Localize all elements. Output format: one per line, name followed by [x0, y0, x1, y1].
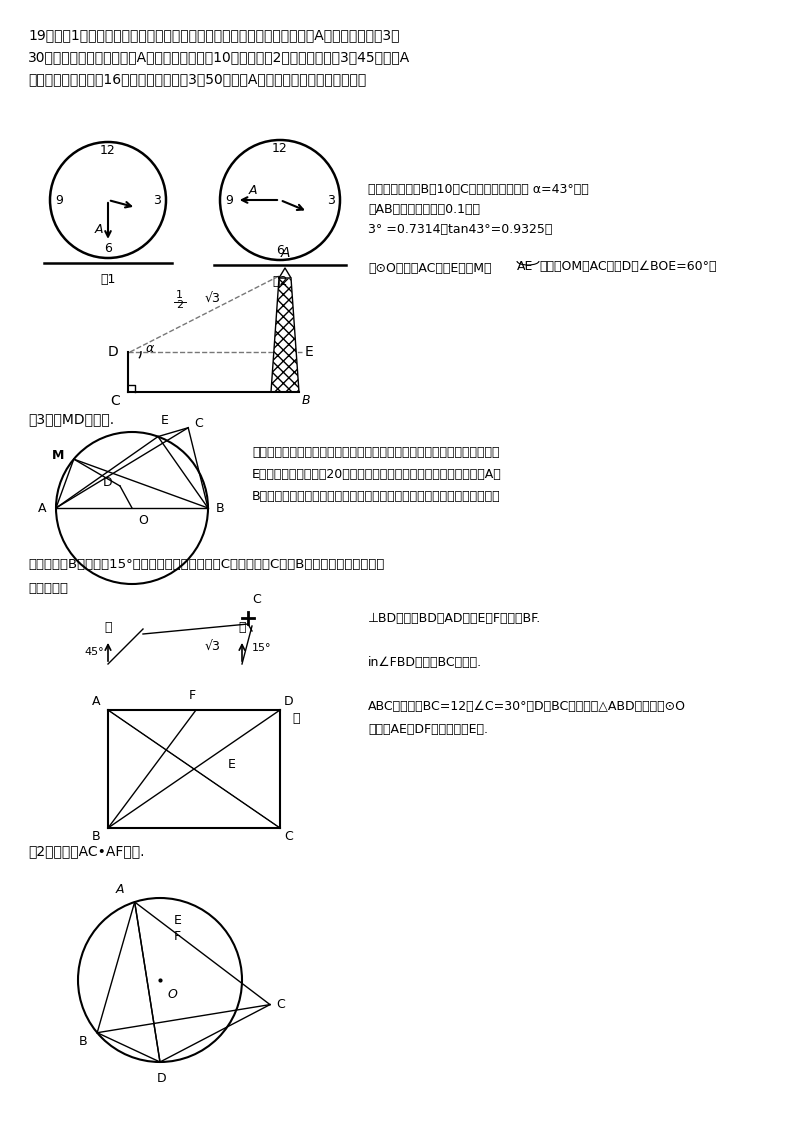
Text: 6: 6 — [104, 242, 112, 256]
Text: ABC中，斜边BC=12，∠C=30°，D为BC的中点，△ABD的外接圆⊙O: ABC中，斜边BC=12，∠C=30°，D为BC的中点，△ABD的外接圆⊙O — [368, 700, 686, 713]
Text: √3: √3 — [205, 640, 221, 652]
Text: in∠FBD的值及BC的长度.: in∠FBD的值及BC的长度. — [368, 657, 482, 669]
Text: 9: 9 — [55, 194, 63, 206]
Text: 图1: 图1 — [100, 273, 116, 286]
Text: M: M — [51, 448, 64, 462]
Text: E: E — [305, 345, 314, 359]
Text: 的⊙O交线段AC于点E，点M是: 的⊙O交线段AC于点E，点M是 — [368, 261, 491, 275]
Text: E: E — [161, 413, 169, 427]
Text: A: A — [116, 883, 125, 897]
Text: C: C — [252, 593, 261, 606]
Text: √3: √3 — [205, 292, 221, 305]
Text: C: C — [276, 998, 285, 1011]
Text: B巡航管理．如图，某日在我国钓鱼岛附近海域有两艘自西向东航行的海监: B巡航管理．如图，某日在我国钓鱼岛附近海域有两艘自西向东航行的海监 — [252, 490, 501, 503]
Text: A: A — [249, 183, 258, 197]
Text: 的切线AE交DF的延长线于E点.: 的切线AE交DF的延长线于E点. — [368, 723, 488, 736]
Text: 3° =0.7314，tan43°=0.9325）: 3° =0.7314，tan43°=0.9325） — [368, 223, 552, 235]
Text: ⊥BD分别交BD、AD于点E、F，连接BF.: ⊥BD分别交BD、AD于点E、F，连接BF. — [368, 612, 542, 625]
Text: D: D — [157, 1072, 167, 1084]
Text: C: C — [194, 418, 203, 430]
Text: 东: 东 — [292, 712, 299, 724]
Text: A: A — [94, 223, 103, 237]
Text: E: E — [174, 914, 182, 926]
Text: 2: 2 — [176, 300, 183, 309]
Text: 15°: 15° — [252, 643, 272, 653]
Text: E: E — [228, 758, 236, 771]
Text: 9: 9 — [225, 194, 233, 206]
Text: 知AB的高．（精确到0.1米）: 知AB的高．（精确到0.1米） — [368, 203, 480, 216]
Text: （3）求MD的长度.: （3）求MD的长度. — [28, 412, 114, 426]
Polygon shape — [279, 268, 291, 278]
Text: 点距离桌面的高度为16公分，则钟面显示3点50分时，A点距桌面的高度为多少公分？: 点距离桌面的高度为16公分，则钟面显示3点50分时，A点距桌面的高度为多少公分？ — [28, 72, 366, 86]
Text: 45°: 45° — [84, 648, 104, 657]
Text: D: D — [284, 695, 294, 708]
Text: 19．如图1表示一个时钟的钟面垂直固定与水平桌面上，其中分针上有一点A，且当钟面显示3点: 19．如图1表示一个时钟的钟面垂直固定与水平桌面上，其中分针上有一点A，且当钟面… — [28, 28, 399, 42]
Text: α: α — [146, 343, 154, 355]
Text: 6: 6 — [276, 245, 284, 257]
Text: D: D — [107, 345, 118, 359]
Text: O: O — [138, 514, 148, 528]
Text: （2）计算：AC•AF的值.: （2）计算：AC•AF的值. — [28, 844, 145, 858]
Text: 1: 1 — [176, 290, 183, 300]
Text: C: C — [284, 830, 293, 843]
Text: 30分时，分针垂直与桌面，A点距桌面的高度为10公分．如图2，若此钟面显示3点45分时，A: 30分时，分针垂直与桌面，A点距桌面的高度为10公分．如图2，若此钟面显示3点4… — [28, 50, 410, 65]
Text: 3: 3 — [327, 194, 335, 206]
Text: B: B — [302, 394, 310, 408]
Text: F: F — [174, 929, 181, 943]
Text: 3: 3 — [153, 194, 161, 206]
Text: 12: 12 — [100, 145, 116, 157]
Text: 度，他在离塔底B的10米C处测得塔顶的仰角 α=43°，已: 度，他在离塔底B的10米C处测得塔顶的仰角 α=43°，已 — [368, 183, 589, 196]
Text: B: B — [91, 830, 100, 843]
Text: C: C — [110, 394, 120, 408]
Text: D: D — [102, 475, 112, 489]
Text: 图2: 图2 — [272, 275, 288, 288]
Text: F: F — [189, 689, 195, 702]
Text: B: B — [216, 501, 225, 515]
Text: 东北方向，B的北偏东15°方向有一我国渔政执法船C，求此时船C与船B的距离是多少．（结果: 东北方向，B的北偏东15°方向有一我国渔政执法船C，求此时船C与船B的距离是多少… — [28, 558, 384, 571]
Text: 北: 北 — [238, 621, 246, 634]
Text: B: B — [78, 1035, 87, 1048]
Polygon shape — [271, 278, 299, 392]
Text: A: A — [91, 695, 100, 708]
Text: O: O — [168, 988, 178, 1001]
Text: A: A — [280, 246, 290, 260]
Text: AE: AE — [517, 260, 534, 273]
Text: 中点，OM交AC于点D，∠BOE=60°，: 中点，OM交AC于点D，∠BOE=60°， — [539, 260, 717, 273]
Text: 保留根号）: 保留根号） — [28, 582, 68, 595]
Text: E东方向，且两船保持20海里的距离，某一时刻两海监船同时测得在A的: E东方向，且两船保持20海里的距离，某一时刻两海监船同时测得在A的 — [252, 468, 502, 481]
Text: 是我国的神圣领土，为维护国家主权和海洋权利，我国海监和渔政部门对钓: 是我国的神圣领土，为维护国家主权和海洋权利，我国海监和渔政部门对钓 — [252, 446, 499, 458]
Text: A: A — [38, 501, 46, 515]
Text: 12: 12 — [272, 143, 288, 155]
Text: 北: 北 — [104, 621, 112, 634]
